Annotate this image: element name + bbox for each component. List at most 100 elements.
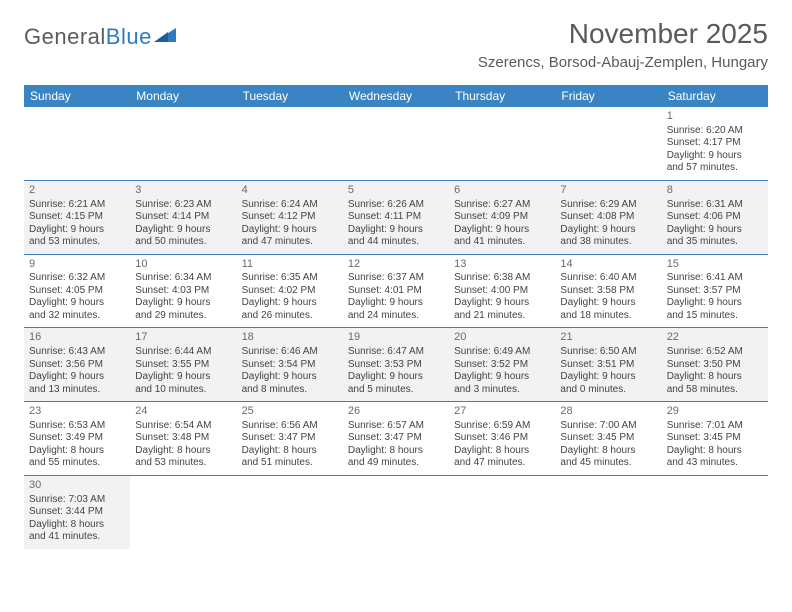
- title-block: November 2025 Szerencs, Borsod-Abauj-Zem…: [478, 18, 768, 79]
- sunset-line: Sunset: 4:00 PM: [454, 285, 550, 298]
- day-number: 19: [348, 331, 444, 345]
- sunrise-line: Sunrise: 6:56 AM: [242, 420, 338, 433]
- calendar-empty-cell: [449, 475, 555, 548]
- sunset-line: Sunset: 4:11 PM: [348, 211, 444, 224]
- calendar-day-cell: 11Sunrise: 6:35 AMSunset: 4:02 PMDayligh…: [237, 254, 343, 328]
- day-number: 2: [29, 184, 125, 198]
- day-number: 18: [242, 331, 338, 345]
- sunset-line: Sunset: 4:06 PM: [667, 211, 763, 224]
- day-number: 10: [135, 258, 231, 272]
- calendar-day-cell: 26Sunrise: 6:57 AMSunset: 3:47 PMDayligh…: [343, 402, 449, 476]
- day-number: 30: [29, 479, 125, 493]
- daylight-line-2: and 41 minutes.: [29, 531, 125, 544]
- weekday-header: Thursday: [449, 85, 555, 107]
- daylight-line-1: Daylight: 9 hours: [242, 371, 338, 384]
- calendar-day-cell: 3Sunrise: 6:23 AMSunset: 4:14 PMDaylight…: [130, 180, 236, 254]
- sunset-line: Sunset: 4:14 PM: [135, 211, 231, 224]
- calendar-day-cell: 23Sunrise: 6:53 AMSunset: 3:49 PMDayligh…: [24, 402, 130, 476]
- weekday-header: Wednesday: [343, 85, 449, 107]
- sunset-line: Sunset: 3:50 PM: [667, 359, 763, 372]
- day-number: 15: [667, 258, 763, 272]
- calendar-body: 1Sunrise: 6:20 AMSunset: 4:17 PMDaylight…: [24, 107, 768, 549]
- daylight-line-2: and 15 minutes.: [667, 310, 763, 323]
- calendar-day-cell: 13Sunrise: 6:38 AMSunset: 4:00 PMDayligh…: [449, 254, 555, 328]
- sunrise-line: Sunrise: 6:23 AM: [135, 199, 231, 212]
- day-number: 25: [242, 405, 338, 419]
- calendar-week-row: 30Sunrise: 7:03 AMSunset: 3:44 PMDayligh…: [24, 475, 768, 548]
- daylight-line-2: and 53 minutes.: [29, 236, 125, 249]
- sunrise-line: Sunrise: 6:43 AM: [29, 346, 125, 359]
- weekday-header: Tuesday: [237, 85, 343, 107]
- daylight-line-2: and 21 minutes.: [454, 310, 550, 323]
- daylight-line-2: and 29 minutes.: [135, 310, 231, 323]
- daylight-line-1: Daylight: 9 hours: [454, 297, 550, 310]
- sunset-line: Sunset: 3:57 PM: [667, 285, 763, 298]
- daylight-line-1: Daylight: 9 hours: [667, 297, 763, 310]
- calendar-day-cell: 16Sunrise: 6:43 AMSunset: 3:56 PMDayligh…: [24, 328, 130, 402]
- daylight-line-2: and 24 minutes.: [348, 310, 444, 323]
- daylight-line-2: and 53 minutes.: [135, 457, 231, 470]
- day-number: 8: [667, 184, 763, 198]
- sunrise-line: Sunrise: 6:21 AM: [29, 199, 125, 212]
- daylight-line-1: Daylight: 9 hours: [135, 224, 231, 237]
- weekday-header: Monday: [130, 85, 236, 107]
- day-number: 12: [348, 258, 444, 272]
- day-number: 29: [667, 405, 763, 419]
- sunrise-line: Sunrise: 6:27 AM: [454, 199, 550, 212]
- sunset-line: Sunset: 4:02 PM: [242, 285, 338, 298]
- calendar-week-row: 9Sunrise: 6:32 AMSunset: 4:05 PMDaylight…: [24, 254, 768, 328]
- daylight-line-1: Daylight: 8 hours: [29, 519, 125, 532]
- daylight-line-2: and 5 minutes.: [348, 384, 444, 397]
- sunset-line: Sunset: 3:52 PM: [454, 359, 550, 372]
- daylight-line-1: Daylight: 9 hours: [560, 297, 656, 310]
- daylight-line-1: Daylight: 9 hours: [348, 224, 444, 237]
- sunrise-line: Sunrise: 6:34 AM: [135, 272, 231, 285]
- day-number: 4: [242, 184, 338, 198]
- calendar-day-cell: 25Sunrise: 6:56 AMSunset: 3:47 PMDayligh…: [237, 402, 343, 476]
- day-number: 28: [560, 405, 656, 419]
- daylight-line-2: and 50 minutes.: [135, 236, 231, 249]
- calendar-empty-cell: [449, 107, 555, 180]
- daylight-line-2: and 0 minutes.: [560, 384, 656, 397]
- calendar-day-cell: 24Sunrise: 6:54 AMSunset: 3:48 PMDayligh…: [130, 402, 236, 476]
- calendar-day-cell: 15Sunrise: 6:41 AMSunset: 3:57 PMDayligh…: [662, 254, 768, 328]
- day-number: 7: [560, 184, 656, 198]
- calendar-day-cell: 12Sunrise: 6:37 AMSunset: 4:01 PMDayligh…: [343, 254, 449, 328]
- calendar-day-cell: 28Sunrise: 7:00 AMSunset: 3:45 PMDayligh…: [555, 402, 661, 476]
- daylight-line-2: and 10 minutes.: [135, 384, 231, 397]
- daylight-line-2: and 3 minutes.: [454, 384, 550, 397]
- calendar-empty-cell: [237, 475, 343, 548]
- sunset-line: Sunset: 3:47 PM: [242, 432, 338, 445]
- daylight-line-1: Daylight: 8 hours: [560, 445, 656, 458]
- sunset-line: Sunset: 3:56 PM: [29, 359, 125, 372]
- sunset-line: Sunset: 3:58 PM: [560, 285, 656, 298]
- sunset-line: Sunset: 3:45 PM: [667, 432, 763, 445]
- daylight-line-1: Daylight: 9 hours: [135, 297, 231, 310]
- calendar-day-cell: 7Sunrise: 6:29 AMSunset: 4:08 PMDaylight…: [555, 180, 661, 254]
- day-number: 3: [135, 184, 231, 198]
- sunset-line: Sunset: 4:17 PM: [667, 137, 763, 150]
- calendar-week-row: 1Sunrise: 6:20 AMSunset: 4:17 PMDaylight…: [24, 107, 768, 180]
- calendar-day-cell: 29Sunrise: 7:01 AMSunset: 3:45 PMDayligh…: [662, 402, 768, 476]
- sunrise-line: Sunrise: 6:41 AM: [667, 272, 763, 285]
- daylight-line-2: and 8 minutes.: [242, 384, 338, 397]
- day-number: 9: [29, 258, 125, 272]
- sunrise-line: Sunrise: 6:38 AM: [454, 272, 550, 285]
- sunrise-line: Sunrise: 6:40 AM: [560, 272, 656, 285]
- sunset-line: Sunset: 4:09 PM: [454, 211, 550, 224]
- calendar-day-cell: 19Sunrise: 6:47 AMSunset: 3:53 PMDayligh…: [343, 328, 449, 402]
- day-number: 26: [348, 405, 444, 419]
- daylight-line-1: Daylight: 9 hours: [29, 297, 125, 310]
- daylight-line-1: Daylight: 9 hours: [667, 224, 763, 237]
- daylight-line-1: Daylight: 8 hours: [667, 371, 763, 384]
- daylight-line-2: and 44 minutes.: [348, 236, 444, 249]
- daylight-line-2: and 45 minutes.: [560, 457, 656, 470]
- sunset-line: Sunset: 4:01 PM: [348, 285, 444, 298]
- sunrise-line: Sunrise: 6:35 AM: [242, 272, 338, 285]
- day-number: 23: [29, 405, 125, 419]
- sunrise-line: Sunrise: 6:53 AM: [29, 420, 125, 433]
- day-number: 5: [348, 184, 444, 198]
- sunset-line: Sunset: 4:05 PM: [29, 285, 125, 298]
- daylight-line-2: and 26 minutes.: [242, 310, 338, 323]
- sunrise-line: Sunrise: 6:50 AM: [560, 346, 656, 359]
